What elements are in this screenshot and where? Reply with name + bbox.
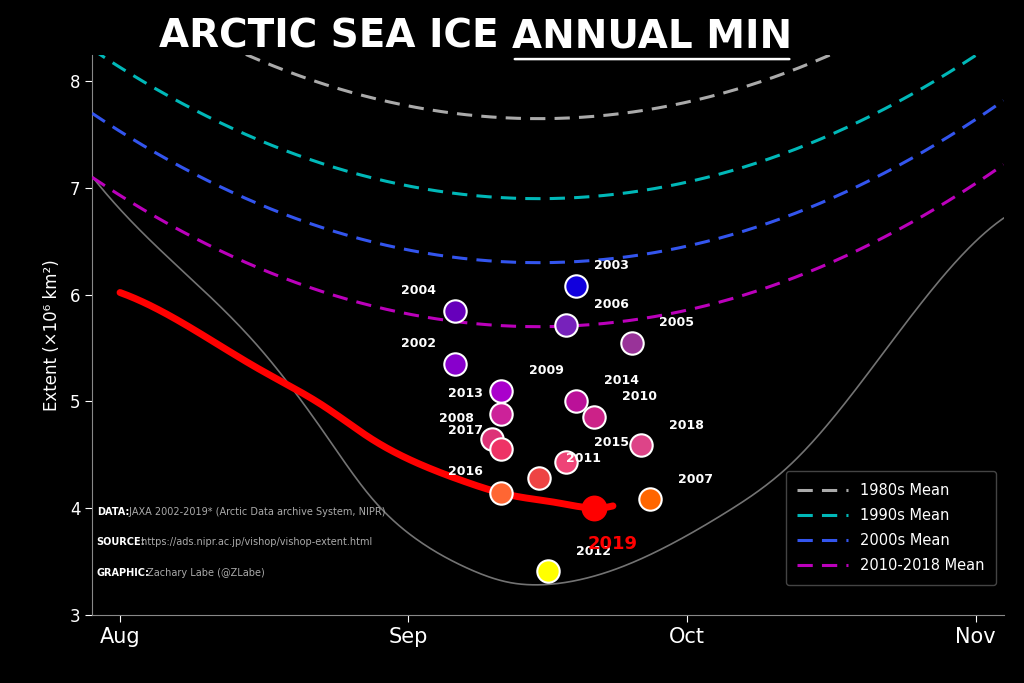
Text: 2011: 2011 xyxy=(566,452,601,465)
Text: 2014: 2014 xyxy=(603,374,639,387)
Text: https://ads.nipr.ac.jp/vishop/vishop-extent.html: https://ads.nipr.ac.jp/vishop/vishop-ext… xyxy=(138,538,373,548)
Text: JAXA 2002-2019* (Arctic Data archive System, NIPR): JAXA 2002-2019* (Arctic Data archive Sys… xyxy=(126,507,386,516)
Point xyxy=(484,433,501,444)
Text: SOURCE:: SOURCE: xyxy=(96,538,145,548)
Point xyxy=(624,337,640,348)
Point xyxy=(642,494,658,505)
Point xyxy=(558,457,574,468)
Text: 2009: 2009 xyxy=(529,364,564,377)
Text: 2012: 2012 xyxy=(575,545,610,558)
Text: Zachary Labe (@ZLabe): Zachary Labe (@ZLabe) xyxy=(144,568,265,579)
Text: 2007: 2007 xyxy=(678,473,713,486)
Text: 2005: 2005 xyxy=(659,316,694,329)
Y-axis label: Extent (×10⁶ km²): Extent (×10⁶ km²) xyxy=(43,259,61,410)
Point xyxy=(567,281,584,292)
Legend: 1980s Mean, 1990s Mean, 2000s Mean, 2010-2018 Mean: 1980s Mean, 1990s Mean, 2000s Mean, 2010… xyxy=(785,471,996,585)
Point xyxy=(633,440,649,451)
Text: ARCTIC SEA ICE: ARCTIC SEA ICE xyxy=(159,17,512,55)
Point xyxy=(530,473,547,484)
Text: GRAPHIC:: GRAPHIC: xyxy=(96,568,150,579)
Text: 2017: 2017 xyxy=(447,423,482,436)
Point xyxy=(586,412,602,423)
Text: DATA:: DATA: xyxy=(96,507,129,516)
Point xyxy=(558,319,574,330)
Point xyxy=(540,566,556,576)
Text: 2002: 2002 xyxy=(401,337,436,350)
Text: 2015: 2015 xyxy=(594,436,630,449)
Text: 2008: 2008 xyxy=(438,412,473,425)
Text: ANNUAL MIN: ANNUAL MIN xyxy=(512,17,793,55)
Point xyxy=(494,385,510,396)
Point xyxy=(494,408,510,419)
Point xyxy=(494,444,510,455)
Text: 2004: 2004 xyxy=(401,284,436,297)
Point xyxy=(586,503,602,514)
Point xyxy=(494,488,510,499)
Text: 2016: 2016 xyxy=(447,465,482,478)
Text: 2018: 2018 xyxy=(669,419,703,432)
Point xyxy=(446,305,463,316)
Text: 2006: 2006 xyxy=(594,298,629,311)
Text: 2013: 2013 xyxy=(447,387,482,400)
Text: 2003: 2003 xyxy=(594,260,629,273)
Text: 2019: 2019 xyxy=(588,535,638,553)
Text: 2010: 2010 xyxy=(623,391,657,404)
Point xyxy=(567,396,584,407)
Point xyxy=(446,359,463,370)
